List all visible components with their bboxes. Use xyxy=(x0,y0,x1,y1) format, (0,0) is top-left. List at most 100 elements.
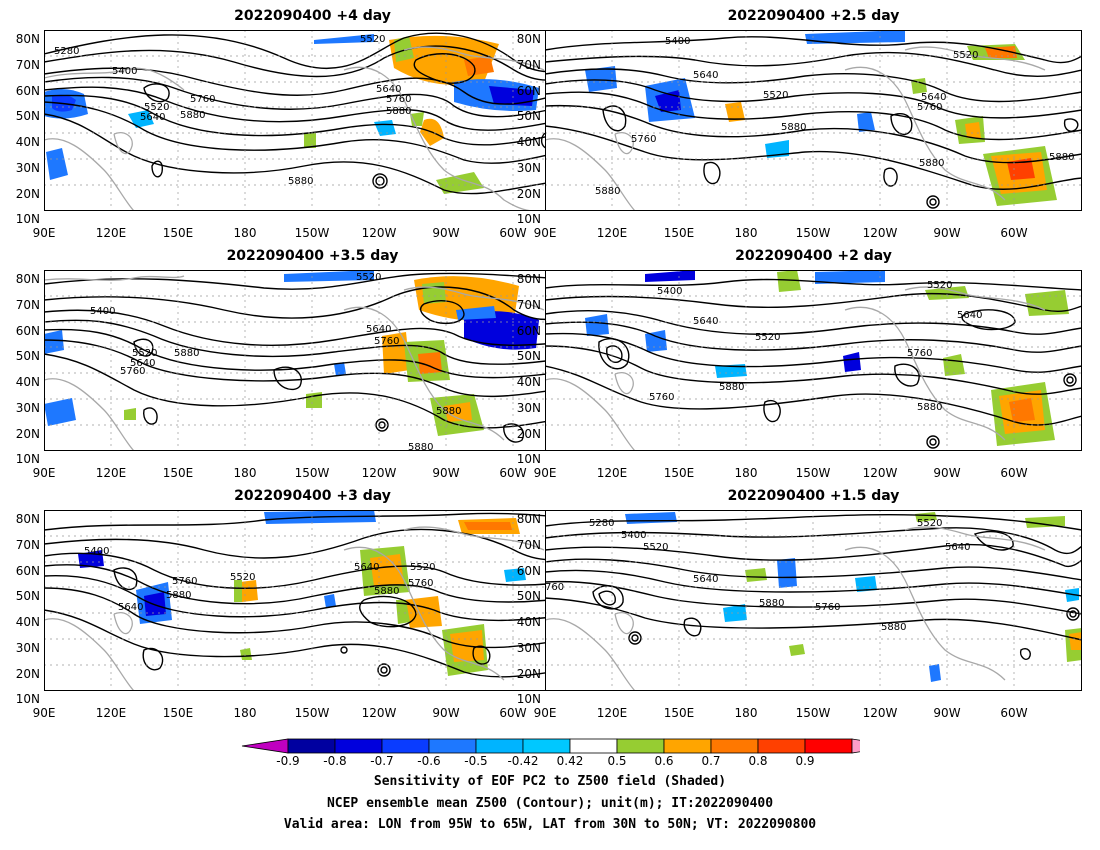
lon-label: 60W xyxy=(499,706,527,720)
lat-label: 10N xyxy=(516,212,541,226)
lon-label: 180 xyxy=(233,706,257,720)
lat-label: 40N xyxy=(516,615,541,629)
contour-labels: 5400 5520 5640 5520 5880 5760 5640 5760 … xyxy=(595,36,1074,197)
lon-label: 150W xyxy=(294,466,330,480)
lon-label: 90W xyxy=(933,466,961,480)
contour-label: 5640 xyxy=(118,602,143,613)
contour-label: 5760 xyxy=(172,576,197,587)
contour-label: 5880 xyxy=(386,106,411,117)
lat-label: 70N xyxy=(15,58,40,72)
lat-label: 80N xyxy=(516,32,541,46)
lat-label: 60N xyxy=(516,564,541,578)
lon-label: 150E xyxy=(162,706,194,720)
sensitivity-shading xyxy=(78,510,526,676)
contour-label: 5760 xyxy=(408,578,433,589)
contour-label: 5760 xyxy=(815,602,840,613)
contour-label: 5880 xyxy=(919,158,944,169)
colorbar-box xyxy=(569,738,618,754)
lon-label: 90E xyxy=(32,706,56,720)
colorbar-box xyxy=(522,738,571,754)
contour-label: 5280 xyxy=(589,518,614,529)
lon-label: 60W xyxy=(1000,226,1028,240)
panel-title: 2022090400 +3 day xyxy=(234,488,391,504)
lon-label: 150E xyxy=(663,466,695,480)
lon-label: 90E xyxy=(533,706,557,720)
lon-label: 120W xyxy=(862,226,898,240)
lon-label: 60W xyxy=(1000,706,1028,720)
map-panel-plus1-5: 2022090400 +1.5 day xyxy=(545,488,1082,720)
lon-label: 90W xyxy=(432,226,460,240)
lat-label: 60N xyxy=(516,324,541,338)
map-panel-plus2-5: 2022090400 +2.5 day xyxy=(545,8,1082,240)
lat-label: 20N xyxy=(15,187,40,201)
z500-contours xyxy=(545,278,1082,449)
contour-label: 5520 xyxy=(927,280,952,291)
contour-label: 5760 xyxy=(631,134,656,145)
colorbar-tick-label: 0.8 xyxy=(748,754,768,768)
lat-label: 50N xyxy=(15,349,40,363)
caption-line-3: Valid area: LON from 95W to 65W, LAT fro… xyxy=(283,817,817,832)
lon-label: 150W xyxy=(795,226,831,240)
lat-label: 60N xyxy=(15,84,40,98)
contour-label: 5760 xyxy=(907,348,932,359)
colorbar-tick-label: -0.5 xyxy=(464,754,488,768)
colorbar-tick-label: -0.6 xyxy=(417,754,441,768)
caption-line-2: NCEP ensemble mean Z500 (Contour); unit(… xyxy=(326,796,774,811)
colorbar-boxes xyxy=(241,738,860,754)
contour-label: 5640 xyxy=(945,542,970,553)
lon-label: 120E xyxy=(596,226,628,240)
colorbar-tick-label: -0.8 xyxy=(323,754,347,768)
panel-title: 2022090400 +2.5 day xyxy=(727,8,900,24)
z500-contours xyxy=(44,32,581,195)
lon-label: 120W xyxy=(862,466,898,480)
contour-label: 5880 xyxy=(166,590,191,601)
lat-label: 70N xyxy=(516,58,541,72)
map-plot: 5400 5760 5880 5640 5520 5640 5520 5880 … xyxy=(44,510,581,691)
colorbar-box xyxy=(804,738,853,754)
lat-label: 30N xyxy=(15,401,40,415)
lat-label: 50N xyxy=(15,109,40,123)
lon-label: 150W xyxy=(294,226,330,240)
map-plot: 5400 5520 5520 5640 5760 5880 5640 5760 … xyxy=(44,270,581,451)
contour-label: 5640 xyxy=(921,92,946,103)
colorbar-tick-label: 0.7 xyxy=(701,754,721,768)
map-plot: 5280 5400 5520 5640 5760 5880 5520 5640 … xyxy=(44,30,581,211)
colorbar-box xyxy=(428,738,477,754)
map-panel-plus2: 2022090400 +2 day xyxy=(545,248,1082,480)
lon-label: 150E xyxy=(162,466,194,480)
coastlines xyxy=(44,526,545,691)
contour-label: 5640 xyxy=(957,310,982,321)
lon-label: 60W xyxy=(499,226,527,240)
colorbar-arrow-high xyxy=(851,738,860,754)
colorbar-box xyxy=(663,738,712,754)
contour-label: 5880 xyxy=(719,382,744,393)
contour-label: 5880 xyxy=(1049,152,1074,163)
lat-label: 80N xyxy=(15,272,40,286)
contour-label: 5640 xyxy=(376,84,401,95)
contour-labels: 5280 5400 5520 5640 5520 5640 760 5880 5… xyxy=(545,518,970,633)
lon-label: 180 xyxy=(734,226,758,240)
lat-label: 80N xyxy=(15,32,40,46)
contour-label: 5400 xyxy=(621,530,646,541)
lon-label: 90E xyxy=(533,466,557,480)
contour-label: 5880 xyxy=(408,442,433,451)
grid-lines xyxy=(44,510,581,691)
contour-label: 5640 xyxy=(693,70,718,81)
contour-label: 5520 xyxy=(132,348,157,359)
contour-label: 5400 xyxy=(112,66,137,77)
lat-label: 40N xyxy=(516,375,541,389)
lat-label: 50N xyxy=(516,589,541,603)
map-panel-plus3: 2022090400 +3 day xyxy=(44,488,581,720)
contour-label: 5760 xyxy=(386,94,411,105)
lat-label: 40N xyxy=(15,375,40,389)
contour-label: 5640 xyxy=(693,574,718,585)
lat-label: 20N xyxy=(516,187,541,201)
lon-label: 150E xyxy=(663,706,695,720)
contour-label: 5760 xyxy=(649,392,674,403)
colorbar-box xyxy=(757,738,806,754)
lon-label: 90W xyxy=(432,706,460,720)
contour-label: 5760 xyxy=(190,94,215,105)
map-panel-plus4: 2022090400 +4 day xyxy=(44,8,581,240)
colorbar-box xyxy=(475,738,524,754)
lat-label: 60N xyxy=(516,84,541,98)
